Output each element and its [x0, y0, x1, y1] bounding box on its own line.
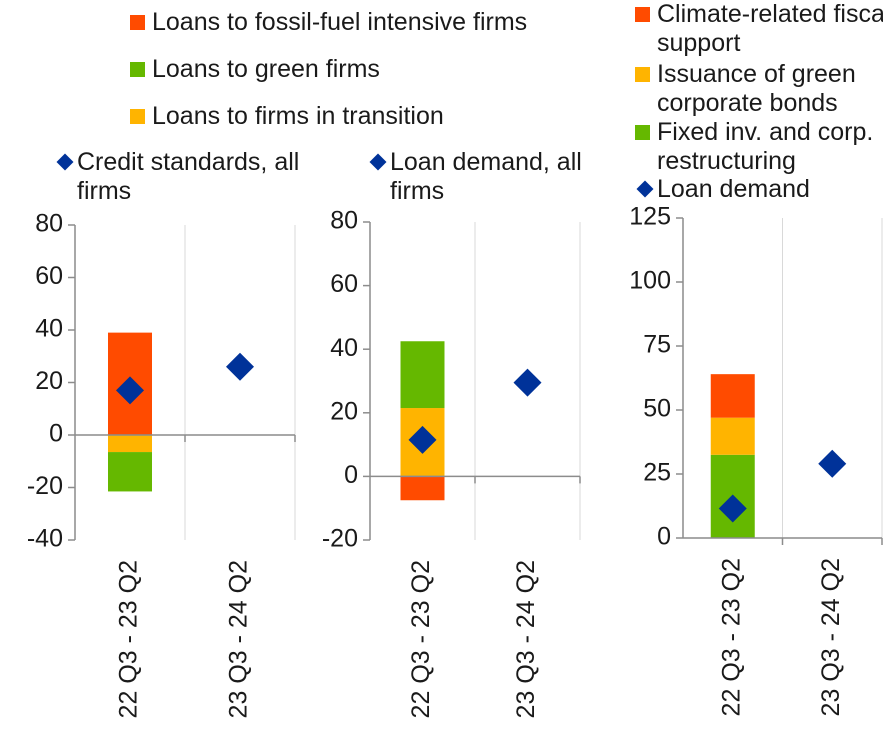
legend-swatch: [635, 125, 650, 140]
legend-swatch: [635, 7, 650, 22]
bar-segment: [400, 341, 445, 409]
x-tick-label: 23 Q3 - 24 Q2: [225, 560, 253, 718]
y-tick-label: 80: [330, 207, 358, 235]
legend-label: Issuance of green corporate bonds: [657, 60, 856, 117]
x-tick-label: 22 Q3 - 23 Q2: [115, 560, 143, 718]
y-tick-label: 25: [643, 459, 671, 487]
y-tick-label: 0: [49, 420, 63, 448]
legend-label: Loans to fossil-fuel intensive firms: [152, 8, 528, 36]
legend-label: Credit standards, all firms: [77, 148, 300, 205]
y-tick-label: 0: [657, 523, 671, 551]
y-tick-label: 40: [35, 315, 63, 343]
y-tick-label: -20: [27, 472, 63, 500]
x-tick-label: 22 Q3 - 23 Q2: [407, 560, 435, 718]
diamond-marker: [116, 376, 144, 405]
legend-label: Loan demand: [657, 175, 810, 203]
y-tick-label: 75: [643, 331, 671, 359]
x-tick-label: 22 Q3 - 23 Q2: [717, 558, 745, 716]
diamond-marker: [226, 352, 254, 381]
diamond-marker: [818, 449, 847, 478]
legend-swatch: [130, 15, 145, 30]
legend-label: Loans to firms in transition: [152, 102, 444, 130]
y-tick-label: 125: [629, 203, 671, 231]
y-tick-label: 100: [629, 267, 671, 295]
y-tick-label: -20: [322, 525, 358, 553]
x-tick-label: 23 Q3 - 24 Q2: [817, 558, 845, 716]
x-tick-label: 23 Q3 - 24 Q2: [512, 560, 540, 718]
bar-segment: [400, 476, 445, 501]
diamond-marker: [513, 368, 542, 397]
diamond-marker: [408, 425, 437, 454]
legend-label: Loans to green firms: [152, 55, 380, 83]
y-tick-label: 0: [344, 461, 358, 489]
bar-segment: [108, 435, 152, 453]
y-tick-label: 80: [35, 210, 63, 238]
legend-swatch: [130, 109, 145, 124]
legend-label: Fixed inv. and corp. restructuring: [657, 118, 874, 175]
bar-segment: [710, 417, 755, 455]
y-tick-label: 60: [35, 262, 63, 290]
legend-label: Loan demand, all firms: [390, 148, 582, 205]
bar-segment: [108, 452, 152, 492]
y-tick-label: -40: [27, 525, 63, 553]
y-tick-label: 60: [330, 270, 358, 298]
y-tick-label: 50: [643, 395, 671, 423]
bar-segment: [710, 374, 755, 418]
legend-swatch: [635, 67, 650, 82]
y-tick-label: 40: [330, 334, 358, 362]
y-tick-label: 20: [330, 397, 358, 425]
y-tick-label: 20: [35, 367, 63, 395]
diamond-marker: [718, 494, 747, 523]
legend-label: Climate-related fiscal support: [657, 0, 883, 57]
legend-swatch: [130, 62, 145, 77]
